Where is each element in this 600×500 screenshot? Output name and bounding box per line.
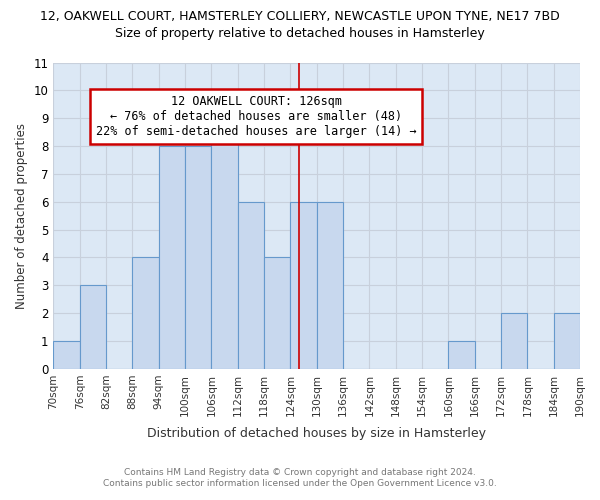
Text: 12 OAKWELL COURT: 126sqm
← 76% of detached houses are smaller (48)
22% of semi-d: 12 OAKWELL COURT: 126sqm ← 76% of detach…: [96, 94, 416, 138]
Bar: [264, 258, 290, 369]
Bar: [290, 202, 317, 369]
Bar: [133, 258, 159, 369]
Bar: [211, 118, 238, 369]
Bar: [317, 202, 343, 369]
Bar: [554, 313, 580, 369]
X-axis label: Distribution of detached houses by size in Hamsterley: Distribution of detached houses by size …: [147, 427, 486, 440]
Y-axis label: Number of detached properties: Number of detached properties: [15, 122, 28, 308]
Text: Size of property relative to detached houses in Hamsterley: Size of property relative to detached ho…: [115, 28, 485, 40]
Text: 12, OAKWELL COURT, HAMSTERLEY COLLIERY, NEWCASTLE UPON TYNE, NE17 7BD: 12, OAKWELL COURT, HAMSTERLEY COLLIERY, …: [40, 10, 560, 23]
Bar: [448, 341, 475, 369]
Bar: [185, 146, 211, 369]
Bar: [159, 146, 185, 369]
Bar: [501, 313, 527, 369]
Text: Contains HM Land Registry data © Crown copyright and database right 2024.
Contai: Contains HM Land Registry data © Crown c…: [103, 468, 497, 487]
Bar: [53, 341, 80, 369]
Bar: [80, 286, 106, 369]
Bar: [238, 202, 264, 369]
